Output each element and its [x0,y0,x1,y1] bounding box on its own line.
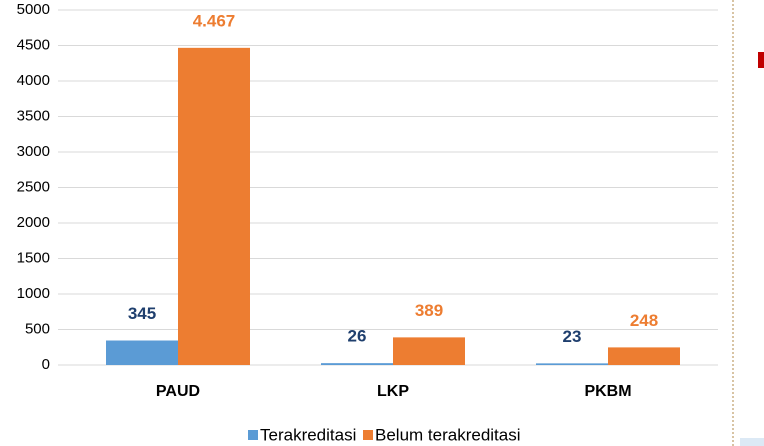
bar [536,363,608,365]
legend-swatch [363,430,373,440]
y-tick-label: 1000 [17,285,50,302]
data-label: 23 [563,327,582,346]
x-tick-label: PKBM [584,383,631,400]
legend-label: Terakreditasi [260,425,356,444]
data-label: 248 [630,311,658,330]
y-tick-label: 0 [42,356,50,373]
x-tick-label: PAUD [156,383,200,400]
x-tick-label: LKP [377,383,409,400]
bar [608,347,680,365]
cut-off-mark [758,52,764,68]
bar [321,363,393,365]
y-tick-label: 3000 [17,143,50,160]
y-tick-label: 5000 [17,1,50,18]
legend-label: Belum terakreditasi [375,425,521,444]
bar [393,337,465,365]
bar [178,47,250,366]
y-tick-label: 4500 [17,36,50,53]
bar [106,340,178,365]
data-label: 26 [348,327,367,346]
data-label: 345 [128,304,156,323]
data-label: 4.467 [193,11,236,30]
data-label: 389 [415,301,443,320]
corner-box [740,438,764,446]
y-tick-label: 500 [25,320,50,337]
legend-swatch [248,430,258,440]
y-tick-label: 1500 [17,249,50,266]
y-tick-label: 3500 [17,107,50,124]
y-tick-label: 2000 [17,214,50,231]
y-tick-label: 2500 [17,178,50,195]
y-tick-label: 4000 [17,72,50,89]
